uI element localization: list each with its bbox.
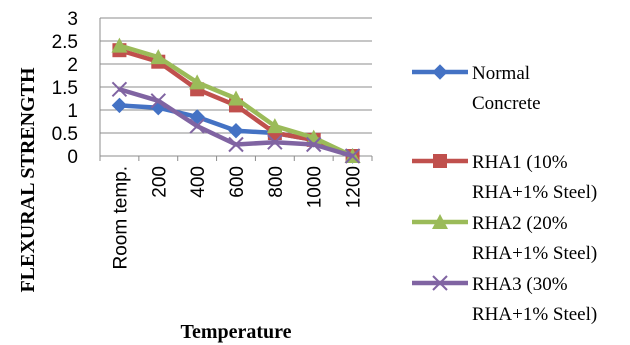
data-point-x <box>189 118 205 134</box>
data-point-triangle <box>266 118 283 134</box>
legend-marker-square <box>433 154 447 168</box>
data-point-triangle <box>150 49 167 65</box>
data-point-x <box>344 148 361 164</box>
legend-marker-diamond <box>432 64 448 80</box>
y-axis-title: FLEXURAL STRENGTH <box>17 67 39 292</box>
y-tick-label: 3 <box>67 9 78 30</box>
y-tick-label: 1.5 <box>52 78 78 99</box>
x-tick-label: Room temp. <box>110 166 131 269</box>
data-point-triangle <box>111 37 128 53</box>
y-tick-label: 0.5 <box>52 124 78 145</box>
data-point-x <box>306 136 322 153</box>
x-axis-title: Temperature <box>180 321 291 343</box>
series-lines <box>111 37 361 164</box>
legend-label: RHA2 (20% <box>472 213 568 234</box>
legend-label: RHA3 (30% <box>472 274 568 295</box>
x-tick-label: 1000 <box>305 166 326 208</box>
legend-item: Normal Concrete <box>412 63 541 114</box>
legend-item: RHA3 (30% RHA+1% Steel) <box>412 274 597 325</box>
x-axis-ticks: Room temp. 200 400 600 800 1000 1200 <box>99 156 373 269</box>
legend-label: RHA+1% Steel) <box>472 243 597 264</box>
y-tick-label: 2.5 <box>52 32 78 53</box>
legend-label: RHA1 (10% <box>472 152 568 173</box>
y-axis-ticks: 00.511.522.53 <box>52 9 78 168</box>
data-point-triangle <box>228 90 244 106</box>
data-point-diamond <box>228 122 244 139</box>
legend-item: RHA1 (10% RHA+1% Steel) <box>412 152 597 203</box>
x-tick-label: 1200 <box>344 166 365 208</box>
x-tick-label: 400 <box>188 166 209 198</box>
legend-label: RHA+1% Steel) <box>472 182 597 203</box>
y-tick-label: 0 <box>67 147 78 168</box>
legend-label: Concrete <box>472 93 541 114</box>
data-point-x <box>111 81 128 98</box>
data-point-diamond <box>111 97 128 114</box>
x-tick-label: 800 <box>266 166 287 198</box>
x-tick-label: 200 <box>149 166 170 198</box>
data-point-triangle <box>189 74 206 90</box>
x-tick-label: 600 <box>227 166 248 198</box>
y-tick-label: 1 <box>67 101 78 122</box>
y-tick-label: 2 <box>67 55 78 76</box>
series-4 <box>111 81 361 164</box>
data-point-x <box>150 93 166 109</box>
legend-marker-triangle <box>432 214 448 229</box>
data-point-x <box>228 136 244 153</box>
data-point-x <box>267 134 283 150</box>
legend-marker-x <box>432 275 448 291</box>
legend-label: Normal <box>472 63 530 84</box>
legend-label: RHA+1% Steel) <box>472 304 597 325</box>
legend-item: RHA2 (20% RHA+1% Steel) <box>412 213 597 264</box>
